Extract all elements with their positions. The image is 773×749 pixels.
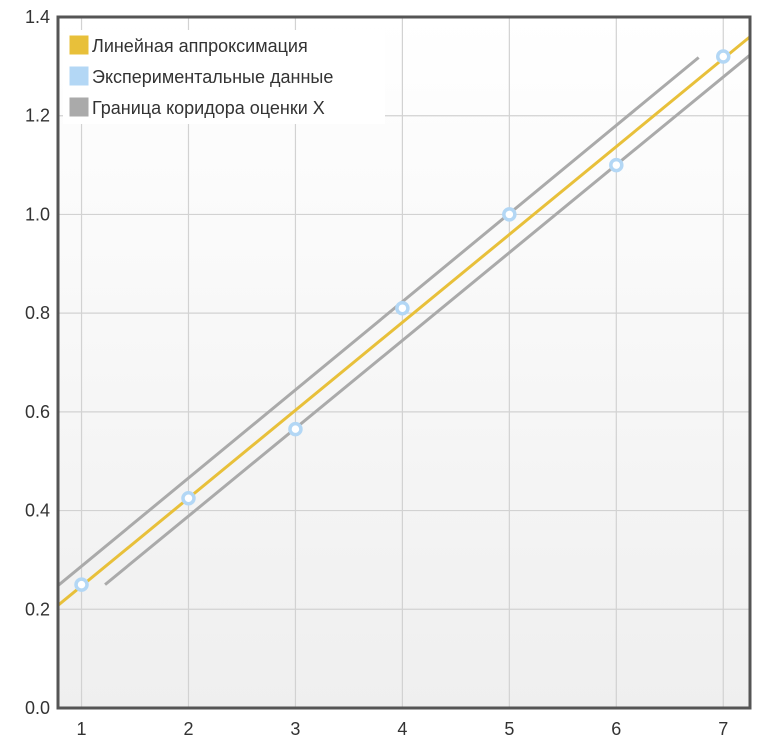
y-tick-label-3: 0.6 (25, 402, 50, 422)
data-point-1 (181, 490, 196, 506)
y-tick-label-0: 0.0 (25, 698, 50, 718)
x-tick-label-1: 2 (183, 719, 193, 739)
legend-swatch-2 (68, 96, 90, 118)
series-line-3 (104, 53, 750, 586)
x-tick-label-6: 7 (718, 719, 728, 739)
x-tick-label-4: 5 (504, 719, 514, 739)
series-line-2 (58, 56, 700, 587)
data-point-6 (716, 49, 731, 64)
y-tick-label-6: 1.2 (25, 106, 50, 126)
data-point-3 (395, 300, 410, 316)
data-point-4 (502, 207, 517, 222)
y-tick-label-1: 0.2 (25, 599, 50, 619)
y-tick-label-5: 1.0 (25, 204, 50, 224)
series-lines (58, 35, 750, 607)
x-axis-ticks: 1 2 3 4 5 6 7 (77, 719, 729, 739)
data-points (74, 49, 731, 592)
series-line-0 (58, 35, 750, 607)
data-point-0 (74, 577, 89, 592)
y-tick-label-2: 0.4 (25, 501, 50, 521)
y-tick-label-7: 1.4 (25, 7, 50, 27)
y-axis-ticks: 0.0 0.2 0.4 0.6 0.8 1.0 1.2 1.4 (25, 7, 50, 718)
plot-border (56, 15, 752, 710)
x-tick-label-0: 1 (77, 719, 87, 739)
x-tick-label-2: 3 (290, 719, 300, 739)
y-tick-label-4: 0.8 (25, 303, 50, 323)
data-point-5 (609, 157, 624, 173)
legend: Линейная аппроксимация Экспериментальные … (63, 30, 385, 124)
legend-swatch-1 (68, 65, 90, 87)
legend-label-0: Линейная аппроксимация (92, 36, 308, 56)
data-point-2 (288, 421, 303, 437)
legend-background (63, 30, 385, 124)
x-tick-label-5: 6 (611, 719, 621, 739)
legend-swatch-0 (68, 34, 90, 56)
legend-label-1: Экспериментальные данные (92, 67, 333, 87)
legend-label-2: Граница коридора оценки X (92, 98, 325, 118)
x-tick-label-3: 4 (397, 719, 407, 739)
